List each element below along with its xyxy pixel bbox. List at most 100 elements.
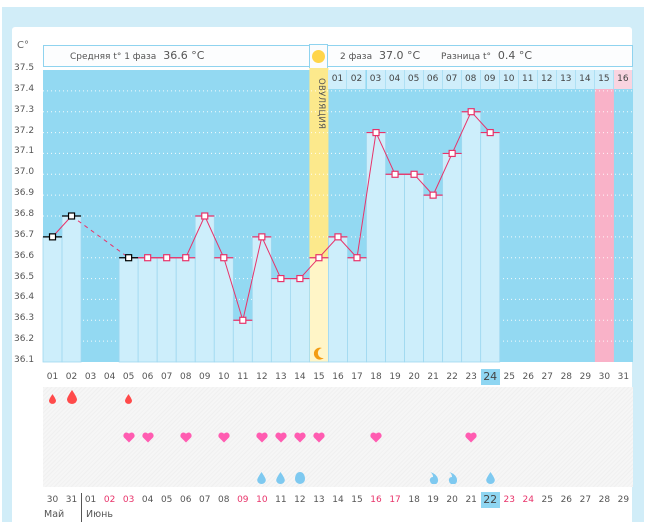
calendar-date[interactable]: 27: [579, 495, 592, 505]
cycle-day-label[interactable]: 17: [351, 372, 363, 382]
temperature-point: [125, 254, 133, 262]
calendar-date[interactable]: 12: [294, 495, 306, 505]
discharge-drop-icon[interactable]: [252, 472, 271, 486]
calendar-date[interactable]: 01: [84, 495, 97, 505]
calendar-date[interactable]: 24: [522, 495, 534, 505]
cycle-day-label[interactable]: 03: [84, 372, 97, 382]
calendar-date[interactable]: 10: [256, 495, 268, 505]
calendar-date[interactable]: 11: [275, 495, 287, 505]
calendar-date[interactable]: 15: [351, 495, 363, 505]
cycle-day-label[interactable]: 21: [427, 372, 439, 382]
cycle-day-label[interactable]: 22: [446, 372, 458, 382]
calendar-date[interactable]: 09: [237, 495, 249, 505]
cycle-day-label[interactable]: 15: [313, 372, 325, 382]
calendar-date[interactable]: 05: [160, 495, 173, 505]
discharge-drop-icon[interactable]: [290, 472, 309, 486]
cycle-day-label[interactable]: 23: [465, 372, 477, 382]
temperature-point: [277, 274, 285, 283]
calendar-date[interactable]: 30: [46, 495, 59, 505]
phase2-day-number: 11: [518, 70, 538, 89]
cycle-day-label[interactable]: 11: [237, 372, 249, 382]
cycle-day-label[interactable]: 28: [560, 372, 573, 382]
calendar-date[interactable]: 03: [122, 495, 135, 505]
calendar-date[interactable]: 13: [313, 495, 325, 505]
calendar-date[interactable]: 16: [370, 495, 382, 505]
cycle-day-label[interactable]: 27: [541, 372, 553, 382]
cycle-day-label[interactable]: 08: [179, 372, 192, 382]
y-tick-label: 37.3: [14, 104, 35, 115]
cycle-day-label[interactable]: 05: [122, 372, 135, 382]
temperature-line: [451, 111, 472, 154]
calendar-date[interactable]: 22: [480, 492, 500, 508]
heart-icon[interactable]: [138, 431, 157, 445]
discharge-drop-icon[interactable]: [481, 472, 500, 486]
temperature-bar: [194, 215, 215, 363]
calendar-date[interactable]: 17: [389, 495, 401, 505]
temperature-bar: [404, 173, 425, 363]
temperature-point: [448, 149, 456, 158]
calendar-date[interactable]: 28: [598, 495, 611, 505]
heart-icon[interactable]: [309, 431, 328, 445]
phase2-day-number: 09: [480, 70, 500, 89]
cycle-day-label[interactable]: 18: [370, 372, 382, 382]
cycle-day-label[interactable]: 01: [46, 372, 59, 382]
cycle-day-label[interactable]: 14: [294, 372, 306, 382]
heart-icon[interactable]: [176, 431, 195, 445]
calendar-date[interactable]: 31: [65, 495, 78, 505]
calendar-date[interactable]: 18: [408, 495, 420, 505]
heart-icon[interactable]: [214, 431, 233, 445]
calendar-date[interactable]: 08: [218, 495, 230, 505]
heart-icon[interactable]: [271, 431, 290, 445]
phase2-day-number: 07: [442, 70, 462, 89]
cycle-day-label[interactable]: 13: [275, 372, 287, 382]
heart-icon[interactable]: [119, 431, 138, 445]
cycle-day-label[interactable]: 26: [522, 372, 534, 382]
heart-icon[interactable]: [367, 431, 386, 445]
calendar-date[interactable]: 04: [141, 495, 154, 505]
cycle-day-label[interactable]: 04: [103, 372, 116, 382]
blood-drop-icon[interactable]: [43, 392, 62, 406]
cycle-day-label[interactable]: 12: [256, 372, 268, 382]
calendar-date[interactable]: 20: [446, 495, 458, 505]
calendar-date[interactable]: 23: [503, 495, 515, 505]
cycle-day-label[interactable]: 31: [617, 372, 630, 382]
cycle-day-label[interactable]: 07: [160, 372, 173, 382]
y-tick-label: 37.4: [14, 83, 35, 94]
phase2-day-number: 06: [423, 70, 443, 89]
cycle-day-label[interactable]: 09: [199, 372, 211, 382]
month-label-may: Май: [44, 509, 65, 520]
calendar-date[interactable]: 14: [332, 495, 344, 505]
phase2-day-number: 08: [461, 70, 481, 89]
temperature-line: [242, 236, 263, 321]
cycle-day-label[interactable]: 20: [408, 372, 420, 382]
calendar-date[interactable]: 06: [179, 495, 192, 505]
cycle-day-label[interactable]: 25: [503, 372, 515, 382]
cycle-day-label[interactable]: 10: [218, 372, 230, 382]
calendar-date[interactable]: 29: [617, 495, 630, 505]
calendar-date[interactable]: 19: [427, 495, 439, 505]
discharge-drop-icon[interactable]: [271, 472, 290, 486]
calendar-date[interactable]: 07: [199, 495, 211, 505]
heart-icon[interactable]: [462, 431, 481, 445]
cycle-day-label[interactable]: 06: [141, 372, 154, 382]
discharge-drop-icon[interactable]: [424, 472, 443, 486]
temperature-line: [223, 257, 244, 321]
discharge-drop-icon[interactable]: [443, 472, 462, 486]
heart-icon[interactable]: [252, 431, 271, 445]
calendar-date[interactable]: 25: [541, 495, 553, 505]
cycle-day-label[interactable]: 19: [389, 372, 401, 382]
calendar-date[interactable]: 02: [103, 495, 116, 505]
temperature-point: [410, 170, 418, 178]
calendar-date[interactable]: 21: [465, 495, 477, 505]
blood-drop-icon[interactable]: [119, 392, 138, 406]
calendar-date[interactable]: 26: [560, 495, 573, 505]
heart-icon[interactable]: [290, 431, 309, 445]
phase2-summary: 2 фаза 37.0 °C Разница t° 0.4 °C: [327, 45, 633, 67]
cycle-day-label[interactable]: 16: [332, 372, 344, 382]
cycle-day-label[interactable]: 30: [598, 372, 611, 382]
blood-drop-icon[interactable]: [62, 390, 81, 406]
cycle-day-label[interactable]: 29: [579, 372, 592, 382]
cycle-day-label[interactable]: 24: [480, 369, 500, 385]
cycle-day-label[interactable]: 02: [65, 372, 78, 382]
temperature-line: [204, 215, 225, 258]
